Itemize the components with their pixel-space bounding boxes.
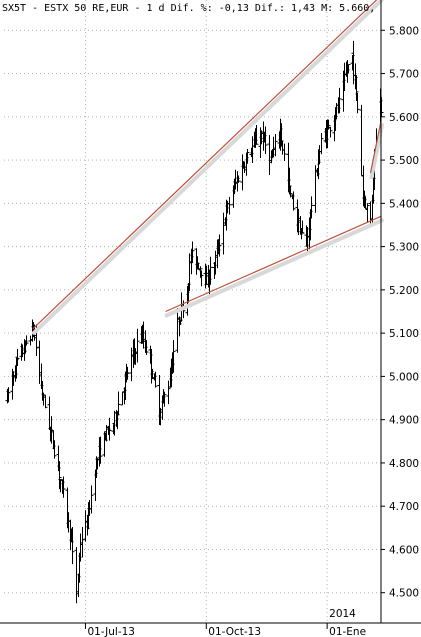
- y-axis-labels: 4.500 4.600 4.700 4.800 4.900 5.000 5.100 5.200…: [389, 25, 419, 599]
- y-tick-label: 5.300: [389, 242, 419, 254]
- year-marker-label: 2014: [329, 608, 356, 620]
- trendline[interactable]: [32, 0, 381, 330]
- chart-title: SX5T - ESTX 50 RE,EUR - 1 d Dif. %: -0,1…: [2, 3, 375, 14]
- y-tick-label: 4.600: [389, 544, 419, 556]
- y-tick-label: 4.800: [389, 458, 419, 470]
- y-tick-label: 5.000: [389, 371, 419, 383]
- y-tick-label: 5.700: [389, 69, 419, 81]
- trendline-shadow: [31, 0, 384, 335]
- y-tick-label: 4.500: [389, 588, 419, 600]
- trendlines: [31, 0, 384, 335]
- y-tick-label: 5.200: [389, 285, 419, 297]
- y-tick-label: 4.700: [389, 501, 419, 513]
- ohlc-bars: [5, 40, 384, 604]
- x-tick-label: 01-Oct-13: [208, 626, 261, 637]
- trendline[interactable]: [369, 121, 382, 174]
- trendline-shadow: [369, 123, 384, 180]
- x-tick-label: 01-Jul-13: [87, 626, 135, 637]
- y-tick-label: 5.100: [389, 328, 419, 340]
- x-tick-label: 01-Ene: [329, 626, 366, 637]
- y-tick-label: 5.600: [389, 112, 419, 124]
- trendline[interactable]: [165, 215, 382, 313]
- y-tick-label: 4.900: [389, 415, 419, 427]
- trendline-shadow: [164, 218, 384, 318]
- x-axis-labels: 01-Jul-13 01-Oct-13 01-Ene 2014: [87, 608, 366, 637]
- y-tick-label: 5.400: [389, 198, 419, 210]
- y-tick-label: 5.500: [389, 155, 419, 167]
- y-tick-label: 5.800: [389, 25, 419, 37]
